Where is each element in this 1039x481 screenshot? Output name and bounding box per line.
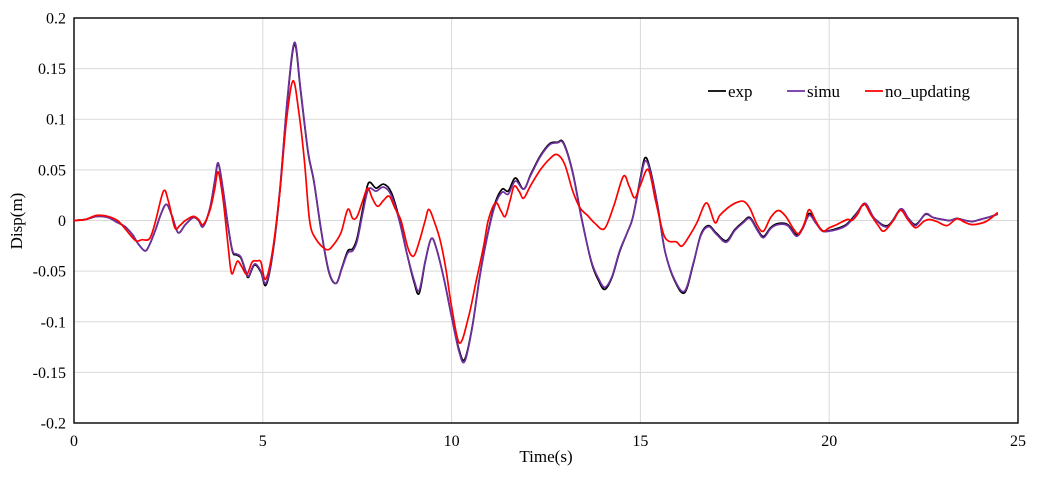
y-tick-label: -0.1: [41, 314, 66, 331]
series-no_updating-line: [73, 79, 999, 344]
y-tick-label: 0.2: [46, 11, 66, 28]
legend-item-no-updating: no_updating: [865, 82, 970, 101]
y-tick-label: 0.15: [38, 61, 66, 78]
legend-label-no-updating: no_updating: [885, 82, 970, 101]
y-axis-title: Disp(m): [7, 193, 26, 250]
legend-label-simu: simu: [807, 82, 841, 101]
plot-area: 0.20.150.10.050-0.05-0.1-0.15-0.20 5 10 15 2…: [33, 11, 1026, 451]
y-tick-label: -0.15: [33, 365, 66, 382]
x-tick-label: 0: [70, 433, 78, 450]
x-axis-title: Time(s): [519, 447, 572, 466]
legend-item-exp: exp: [708, 82, 753, 101]
y-tick-label: 0.05: [38, 162, 66, 179]
legend: exp simu no_updating: [708, 82, 970, 101]
y-tick-label: 0: [58, 213, 66, 230]
x-tick-label: 20: [821, 433, 837, 450]
legend-item-simu: simu: [787, 82, 841, 101]
x-tick-label: 10: [444, 433, 460, 450]
x-tick-label: 15: [632, 433, 648, 450]
y-tick-label: -0.2: [41, 416, 66, 433]
legend-label-exp: exp: [728, 82, 753, 101]
x-tick-label: 25: [1010, 433, 1026, 450]
y-tick-label: 0.1: [46, 112, 66, 129]
y-tick-label: -0.05: [33, 264, 66, 281]
series-simu-line: [73, 41, 999, 364]
x-tick-label: 5: [259, 433, 267, 450]
